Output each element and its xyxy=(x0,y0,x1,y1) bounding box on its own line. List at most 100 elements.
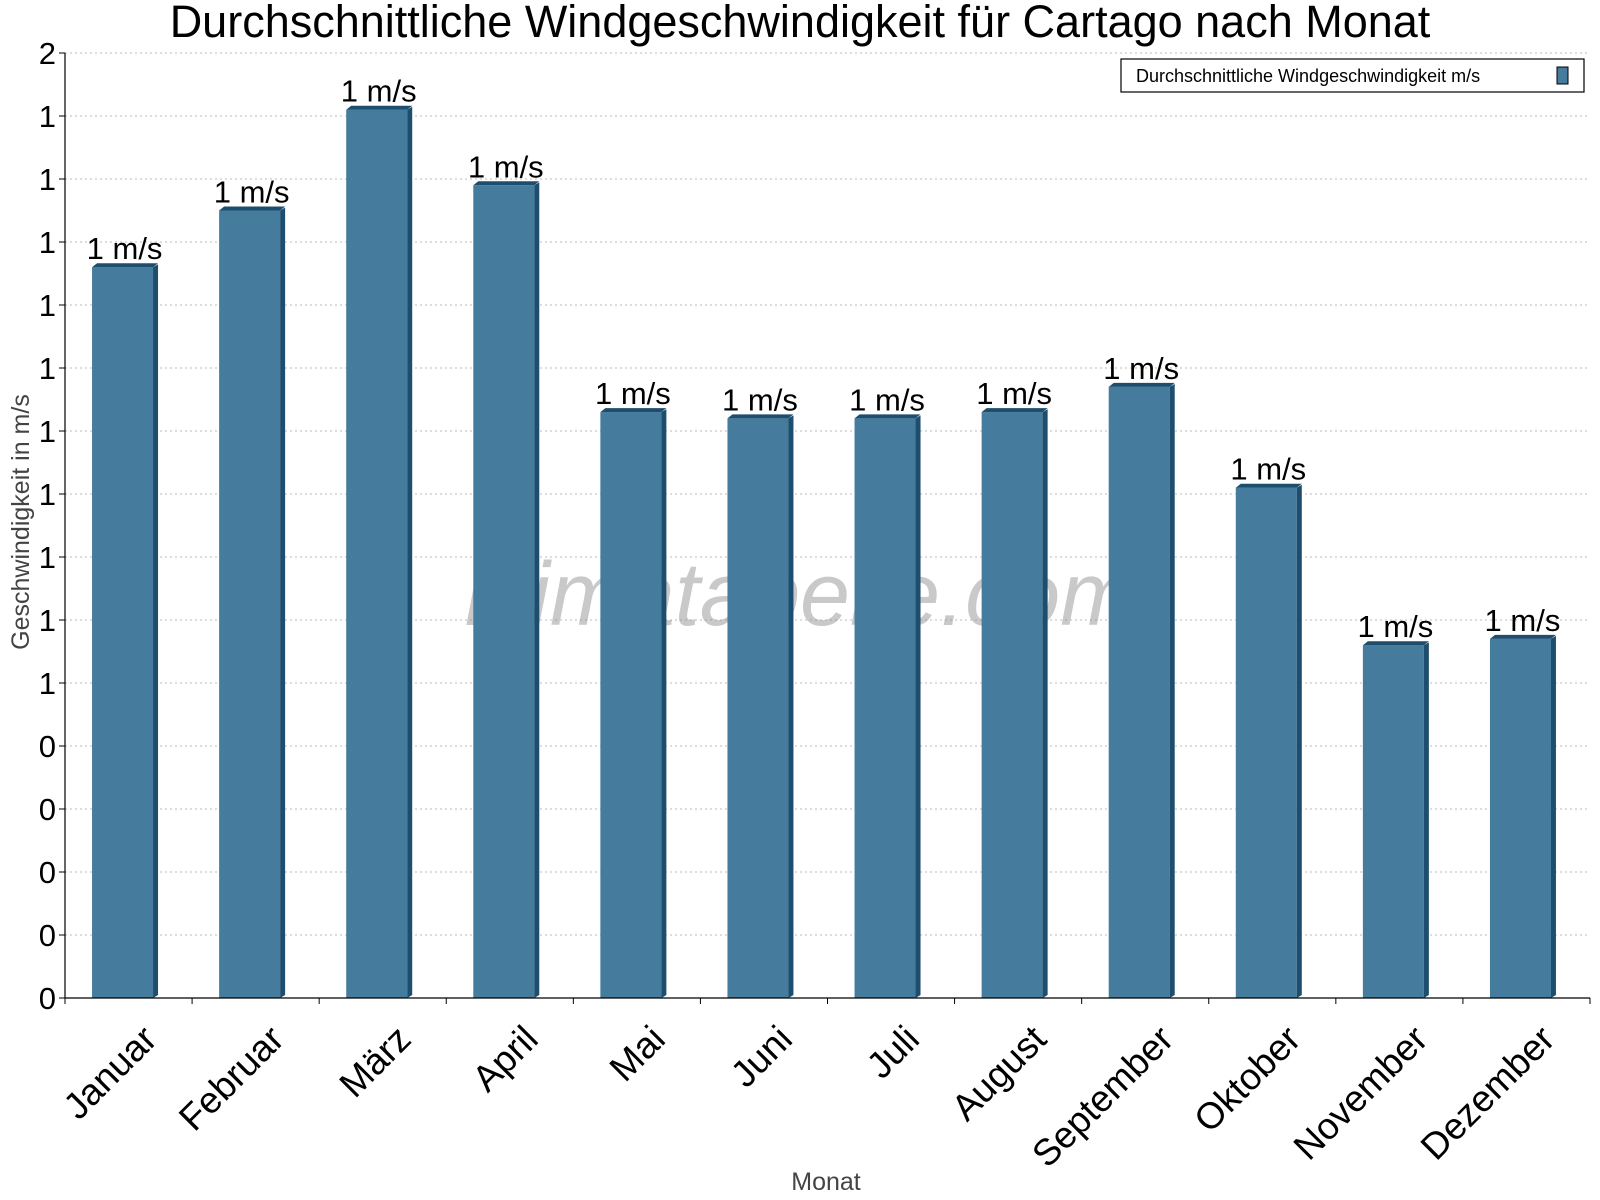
y-axis-label: Geschwindigkeit in m/s xyxy=(7,394,35,650)
data-label: 1 m/s xyxy=(849,382,925,417)
bar-front xyxy=(981,412,1043,999)
data-label: 1 m/s xyxy=(1103,351,1179,386)
legend-swatch xyxy=(1556,66,1569,85)
y-tick-label: 1 xyxy=(39,666,56,701)
bar-front xyxy=(854,418,916,998)
x-tick-label: August xyxy=(944,1017,1055,1128)
x-tick-label: Oktober xyxy=(1186,1018,1308,1140)
data-label: 1 m/s xyxy=(722,382,798,417)
bar-side xyxy=(407,106,413,998)
bar xyxy=(600,408,667,999)
bar-side xyxy=(1550,635,1556,998)
data-labels: 1 m/s 1 m/s 1 m/s 1 m/s 1 m/s 1 m/s 1 m/s 1 m/s… xyxy=(87,74,1561,645)
bar xyxy=(1108,382,1175,998)
bar xyxy=(1362,641,1429,998)
y-tick-label: 2 xyxy=(39,36,56,71)
data-label: 1 m/s xyxy=(468,149,544,184)
bar-top xyxy=(1235,483,1302,488)
x-tick-label: Februar xyxy=(171,1018,292,1139)
x-tick-label: Mai xyxy=(602,1018,673,1089)
bar-front xyxy=(600,412,662,999)
bar-top xyxy=(600,408,667,413)
y-tick-label: 1 xyxy=(39,225,56,260)
bar-side xyxy=(1169,383,1175,998)
bar-front xyxy=(219,210,281,998)
bar-side xyxy=(1423,642,1429,998)
y-tick-label: 1 xyxy=(39,414,56,449)
data-label: 1 m/s xyxy=(595,376,671,411)
x-tick-label: Juni xyxy=(723,1018,800,1095)
y-tick-label: 0 xyxy=(39,981,56,1016)
bar-top xyxy=(92,263,159,268)
bar-side xyxy=(788,415,794,998)
bar-front xyxy=(346,109,408,998)
grid-lines xyxy=(65,52,1590,936)
y-tick-label: 0 xyxy=(39,792,56,827)
data-label: 1 m/s xyxy=(1230,452,1306,487)
bar-front xyxy=(1108,386,1170,998)
data-label: 1 m/s xyxy=(341,74,417,109)
data-label: 1 m/s xyxy=(1485,603,1561,638)
legend: Durchschnittliche Windgeschwindigkeit m/… xyxy=(1120,58,1585,93)
bar-top xyxy=(1108,382,1175,387)
x-axis-label: Monat xyxy=(791,1168,861,1196)
y-tick-label: 1 xyxy=(39,603,56,638)
bar-front xyxy=(92,267,154,998)
bar-side xyxy=(1296,484,1302,998)
bar-top xyxy=(727,414,794,419)
y-tick-label: 1 xyxy=(39,477,56,512)
bar-top xyxy=(346,105,413,110)
x-tick-label: Januar xyxy=(56,1018,165,1127)
bar xyxy=(854,414,921,998)
bar-top xyxy=(854,414,921,419)
bar xyxy=(473,181,540,999)
y-tick-label: 1 xyxy=(39,540,56,575)
x-tick-label: März xyxy=(332,1018,419,1105)
bar-front xyxy=(727,418,789,998)
y-tick-label: 1 xyxy=(39,288,56,323)
data-label: 1 m/s xyxy=(87,231,163,266)
x-tick-labels: Januar Februar März April Mai Juni Juli AugustS… xyxy=(56,1017,1563,1174)
bar-side xyxy=(534,182,540,999)
bar xyxy=(1489,634,1556,998)
axes xyxy=(59,52,1591,1004)
bar-side xyxy=(661,409,667,999)
y-tick-label: 1 xyxy=(39,351,56,386)
y-tick-label: 1 xyxy=(39,162,56,197)
bar-front xyxy=(1362,645,1424,998)
data-label: 1 m/s xyxy=(214,175,290,210)
bar-front xyxy=(1489,638,1551,998)
bar xyxy=(219,206,286,998)
y-tick-label: 0 xyxy=(39,855,56,890)
y-tick-label: 0 xyxy=(39,918,56,953)
bar xyxy=(981,408,1048,999)
bar xyxy=(727,414,794,998)
bar-top xyxy=(1489,634,1556,639)
bar-side xyxy=(280,207,286,998)
bar-side xyxy=(915,415,921,998)
bar xyxy=(346,105,413,998)
x-tick-label: Dezember xyxy=(1413,1018,1563,1168)
x-tick-label: Juli xyxy=(859,1018,927,1086)
bar xyxy=(1235,483,1302,998)
legend-label: Durchschnittliche Windgeschwindigkeit m/… xyxy=(1136,66,1480,86)
x-tick-label: April xyxy=(464,1018,545,1099)
bar-side xyxy=(153,264,159,998)
bar-top xyxy=(981,408,1048,413)
bar-top xyxy=(473,181,540,186)
bar-front xyxy=(1235,487,1297,998)
bar-front xyxy=(473,185,535,999)
chart-title: Durchschnittliche Windgeschwindigkeit fü… xyxy=(170,0,1431,47)
bars xyxy=(92,105,1556,999)
bar-top xyxy=(219,206,286,211)
y-tick-label: 1 xyxy=(39,99,56,134)
bar-top xyxy=(1362,641,1429,646)
x-tick-label: November xyxy=(1286,1018,1436,1168)
bar-side xyxy=(1042,409,1048,999)
y-tick-label: 0 xyxy=(39,729,56,764)
legend-box xyxy=(1120,58,1585,93)
bar xyxy=(92,263,159,998)
data-label: 1 m/s xyxy=(976,376,1052,411)
y-tick-labels: 0 0 0 0 0 1 1 1 1 1 1 1 1 1 1 2 xyxy=(39,36,56,1016)
